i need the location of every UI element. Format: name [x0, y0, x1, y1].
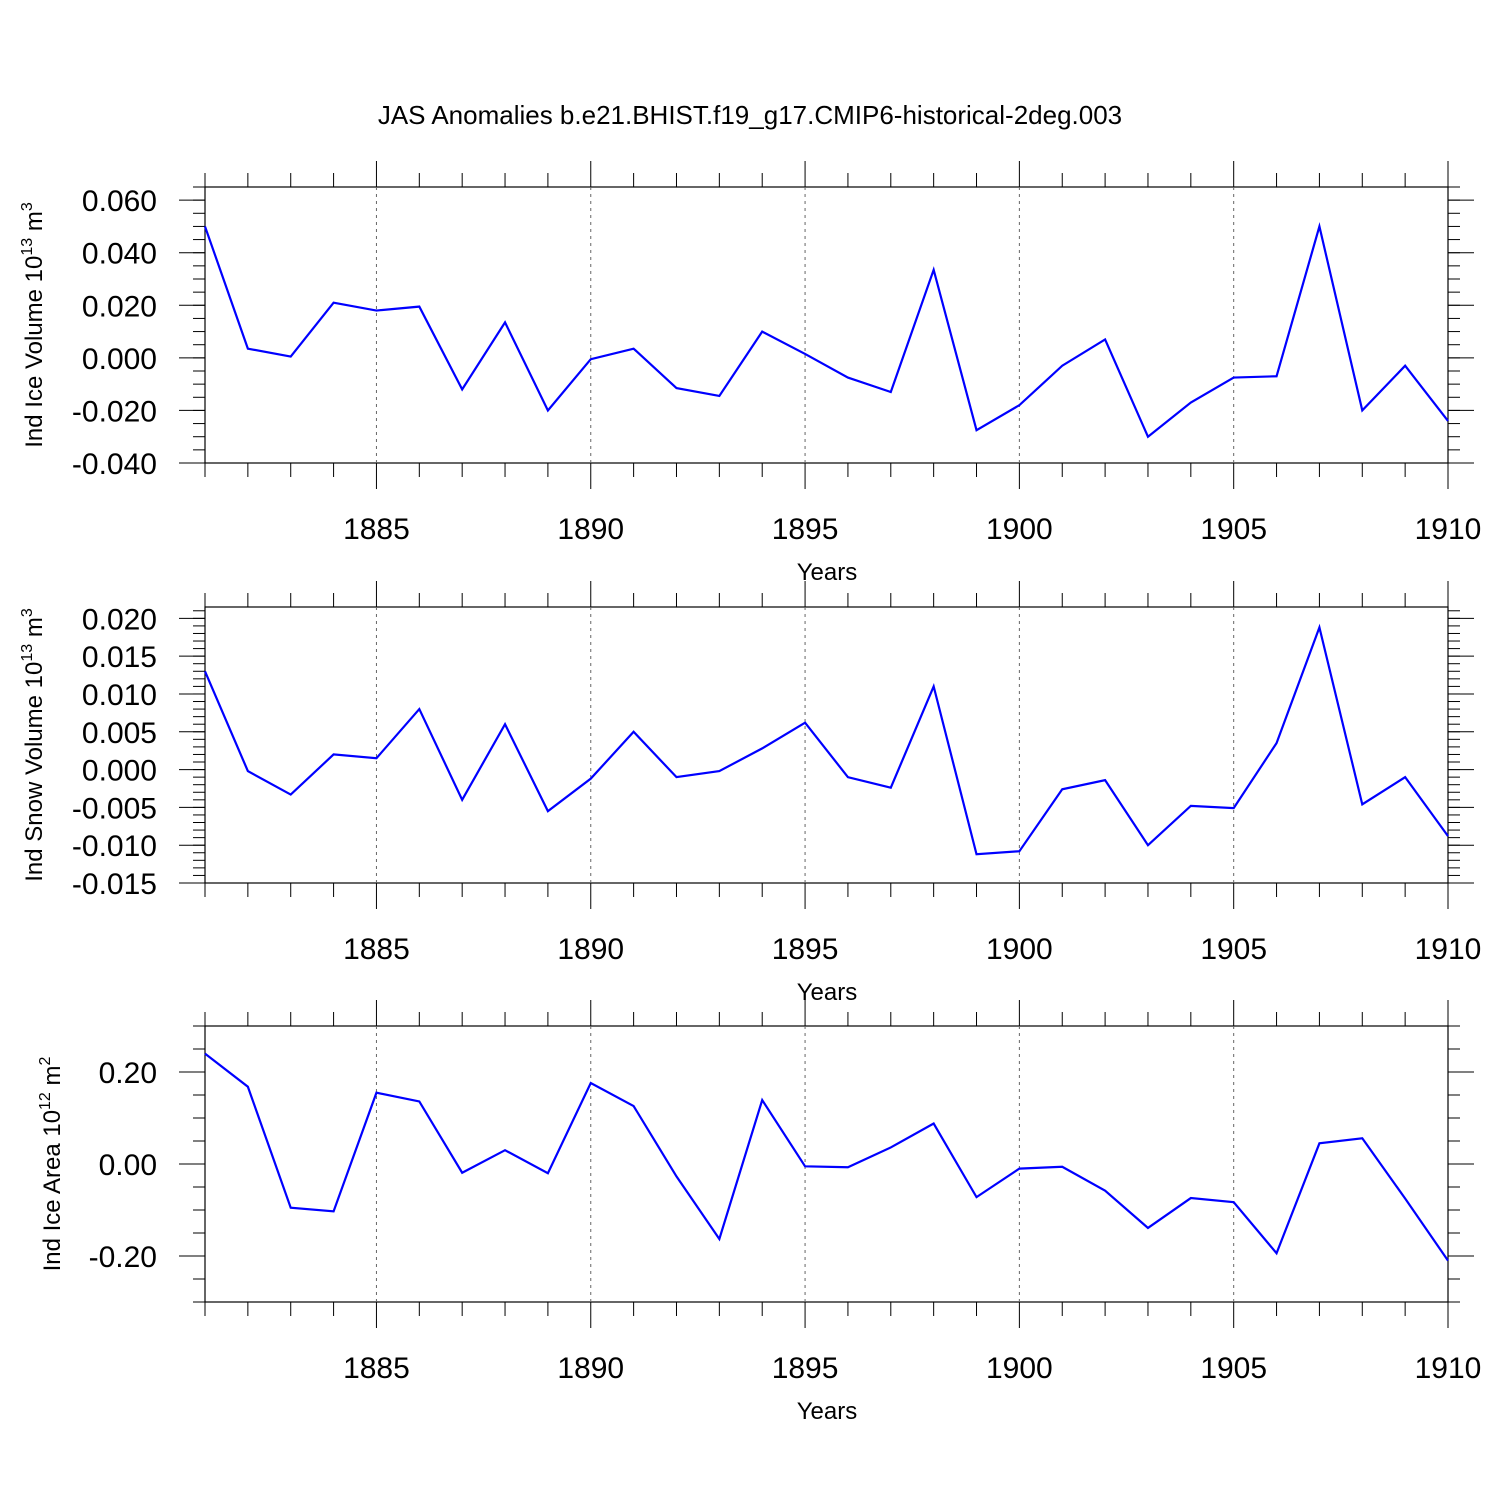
y-tick-label: 0.010 [82, 679, 157, 712]
axis-ticks [179, 161, 1474, 489]
panel-snow-volume: -0.015 -0.010 -0.005 0.000 0.005 0.010 0.015 0.… [19, 581, 1481, 1006]
y-tick-label: 0.020 [82, 603, 157, 636]
y-axis-label: Ind Snow Volume 1013 m3 [19, 608, 48, 882]
y-tick-label: -0.040 [72, 448, 157, 481]
x-tick-label: 1885 [343, 933, 410, 966]
axis-ticks [179, 1000, 1474, 1328]
y-tick-labels: -0.015 -0.010 -0.005 0.000 0.005 0.010 0.015 0.… [72, 603, 157, 901]
y-tick-label: 0.060 [82, 185, 157, 218]
x-tick-label: 1895 [772, 933, 839, 966]
y-tick-label: 0.00 [99, 1149, 157, 1182]
x-tick-label: 1905 [1200, 1352, 1267, 1385]
x-tick-label: 1885 [343, 513, 410, 546]
y-tick-label: 0.020 [82, 290, 157, 323]
figure-title: JAS Anomalies b.e21.BHIST.f19_g17.CMIP6-… [378, 100, 1122, 130]
plot-frame [204, 186, 1449, 464]
y-tick-label: -0.020 [72, 395, 157, 428]
y-axis-label: Ind Ice Volume 1013 m3 [19, 202, 48, 448]
x-tick-labels: 1885 1890 1895 1900 1905 1910 [343, 933, 1481, 966]
series-line-snow-volume [203, 623, 1449, 856]
series-line-ice-area [204, 1052, 1449, 1262]
x-tick-label: 1905 [1200, 933, 1267, 966]
y-tick-label: -0.010 [72, 830, 157, 863]
axis-ticks [179, 581, 1474, 909]
series-line-ice-volume [203, 222, 1449, 439]
y-tick-label: 0.005 [82, 717, 157, 750]
y-tick-label: -0.005 [72, 792, 157, 825]
x-axis-label: Years [797, 559, 858, 586]
x-tick-label: 1910 [1415, 933, 1482, 966]
y-tick-labels: -0.040 -0.020 0.000 0.020 0.040 0.060 [72, 185, 157, 481]
y-tick-label: 0.20 [99, 1057, 157, 1090]
x-tick-label: 1900 [986, 1352, 1053, 1385]
y-tick-label: -0.015 [72, 868, 157, 901]
x-tick-label: 1900 [986, 513, 1053, 546]
x-axis-label: Years [797, 1398, 858, 1425]
x-tick-label: 1895 [772, 513, 839, 546]
x-tick-labels: 1885 1890 1895 1900 1905 1910 [343, 513, 1481, 546]
x-tick-label: 1895 [772, 1352, 839, 1385]
y-tick-label: -0.20 [89, 1241, 157, 1274]
x-tick-label: 1910 [1415, 513, 1482, 546]
x-axis-label: Years [797, 979, 858, 1006]
x-tick-labels: 1885 1890 1895 1900 1905 1910 [343, 1352, 1481, 1385]
panel-ice-area: -0.20 0.00 0.20 1885 1890 1895 1900 1905 1910 I… [37, 1000, 1481, 1425]
x-tick-label: 1890 [557, 933, 624, 966]
y-tick-label: 0.000 [82, 755, 157, 788]
x-tick-label: 1890 [557, 513, 624, 546]
x-tick-label: 1900 [986, 933, 1053, 966]
x-tick-label: 1910 [1415, 1352, 1482, 1385]
x-tick-label: 1905 [1200, 513, 1267, 546]
x-tick-label: 1890 [557, 1352, 624, 1385]
y-tick-label: 0.000 [82, 343, 157, 376]
x-tick-label: 1885 [343, 1352, 410, 1385]
plot-frame [204, 606, 1449, 884]
y-axis-label: Ind Ice Area 1012 m2 [37, 1056, 66, 1271]
panel-ice-volume: -0.040 -0.020 0.000 0.020 0.040 0.060 1885 189… [19, 161, 1481, 586]
y-tick-label: 0.015 [82, 641, 157, 674]
y-tick-labels: -0.20 0.00 0.20 [89, 1057, 157, 1274]
y-tick-label: 0.040 [82, 238, 157, 271]
